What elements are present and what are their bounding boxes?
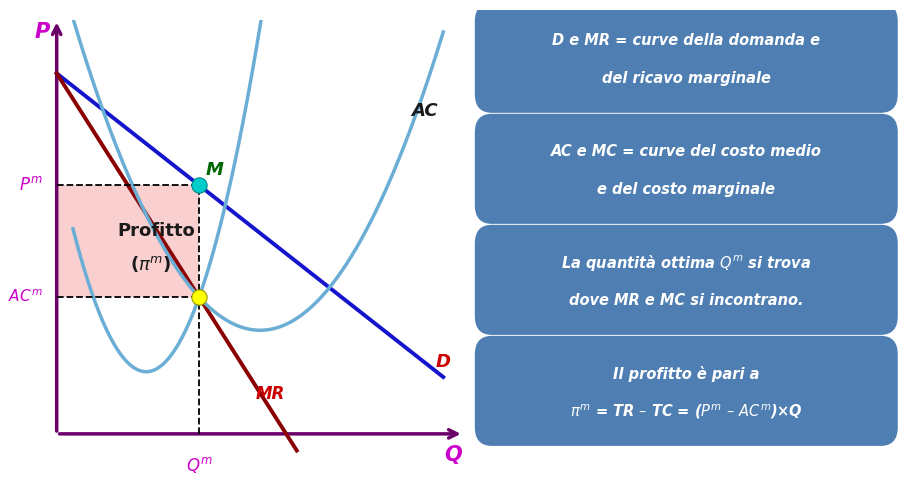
Text: e del costo marginale: e del costo marginale <box>597 183 775 198</box>
FancyBboxPatch shape <box>474 114 898 224</box>
FancyBboxPatch shape <box>474 3 898 113</box>
Text: ($\pi^m$): ($\pi^m$) <box>130 254 172 274</box>
Text: $P^m$: $P^m$ <box>19 176 43 194</box>
Text: del ricavo marginale: del ricavo marginale <box>602 71 771 86</box>
Text: M: M <box>205 161 223 179</box>
Text: D e MR = curve della domanda e: D e MR = curve della domanda e <box>553 33 820 48</box>
Text: $\pi^m$ = TR – TC = ($P^m$ – $AC^m$)×Q: $\pi^m$ = TR – TC = ($P^m$ – $AC^m$)×Q <box>570 403 803 421</box>
Text: $AC^m$: $AC^m$ <box>8 289 43 305</box>
Text: dove MR e MC si incontrano.: dove MR e MC si incontrano. <box>569 293 804 308</box>
Text: La quantità ottima $Q^m$ si trova: La quantità ottima $Q^m$ si trova <box>561 253 812 273</box>
Text: D: D <box>436 353 451 371</box>
FancyBboxPatch shape <box>474 336 898 446</box>
Text: $Q^m$: $Q^m$ <box>185 455 213 474</box>
Text: MR: MR <box>256 385 285 403</box>
Text: AC e MC = curve del costo medio: AC e MC = curve del costo medio <box>551 144 822 159</box>
Text: P: P <box>35 22 50 42</box>
FancyBboxPatch shape <box>474 225 898 335</box>
Text: Q: Q <box>445 446 463 466</box>
Bar <box>56 185 199 297</box>
Text: Il profitto è pari a: Il profitto è pari a <box>613 366 760 382</box>
Text: Profitto: Profitto <box>118 222 195 240</box>
Text: AC: AC <box>411 102 437 121</box>
